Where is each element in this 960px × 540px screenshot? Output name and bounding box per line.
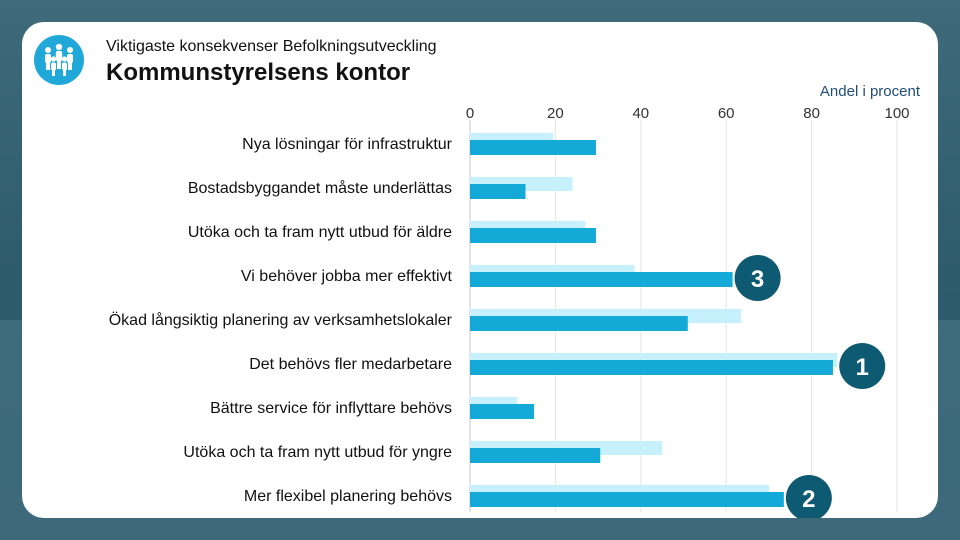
rank-badge-label: 3 <box>751 266 764 293</box>
rank-badge <box>785 475 832 518</box>
bar-current <box>470 272 733 287</box>
x-tick-label: 20 <box>547 105 564 122</box>
category-label: Mer flexibel planering behövs <box>244 488 452 505</box>
category-label: Utöka och ta fram nytt utbud för yngre <box>183 444 452 461</box>
bar-current <box>470 448 601 463</box>
bar-current <box>470 492 784 507</box>
page-title: Kommunstyrelsens kontor <box>106 59 411 86</box>
bar-current <box>470 184 526 199</box>
x-tick-label: 80 <box>803 105 820 122</box>
category-label: Bättre service för inflyttare behövs <box>210 400 452 417</box>
category-label: Bostadsbyggandet måste underlättas <box>188 179 452 197</box>
rank-badge-label: 2 <box>802 486 815 513</box>
category-label: Vi behöver jobba mer effektivt <box>241 268 453 285</box>
x-tick-label: 100 <box>884 105 909 122</box>
rank-badge-label: 1 <box>856 354 869 381</box>
bar-current <box>470 360 833 375</box>
x-tick-label: 40 <box>632 105 649 122</box>
category-label: Utöka och ta fram nytt utbud för äldre <box>188 224 452 241</box>
x-tick-label: 0 <box>466 105 474 122</box>
slide-card: Viktigaste konsekvenser Befolkningsutvec… <box>22 22 938 518</box>
page-subtitle: Viktigaste konsekvenser Befolkningsutvec… <box>106 38 437 55</box>
category-label: Det behövs fler medarbetare <box>249 356 452 373</box>
rank-badge <box>734 255 781 301</box>
bar-current <box>470 140 596 155</box>
rank-badge <box>839 343 886 389</box>
category-label: Nya lösningar för infrastruktur <box>242 136 453 153</box>
category-label: Ökad långsiktig planering av verksamhets… <box>109 311 453 329</box>
bar-current <box>470 228 596 243</box>
people-group-icon <box>34 35 84 85</box>
bar-current <box>470 316 688 331</box>
bar-chart: 0 20 40 60 80 100 Nya lösningar för infrastruk… <box>109 105 910 518</box>
x-axis-title: Andel i procent <box>819 83 920 100</box>
x-tick-label: 60 <box>718 105 735 122</box>
bar-current <box>470 404 535 419</box>
